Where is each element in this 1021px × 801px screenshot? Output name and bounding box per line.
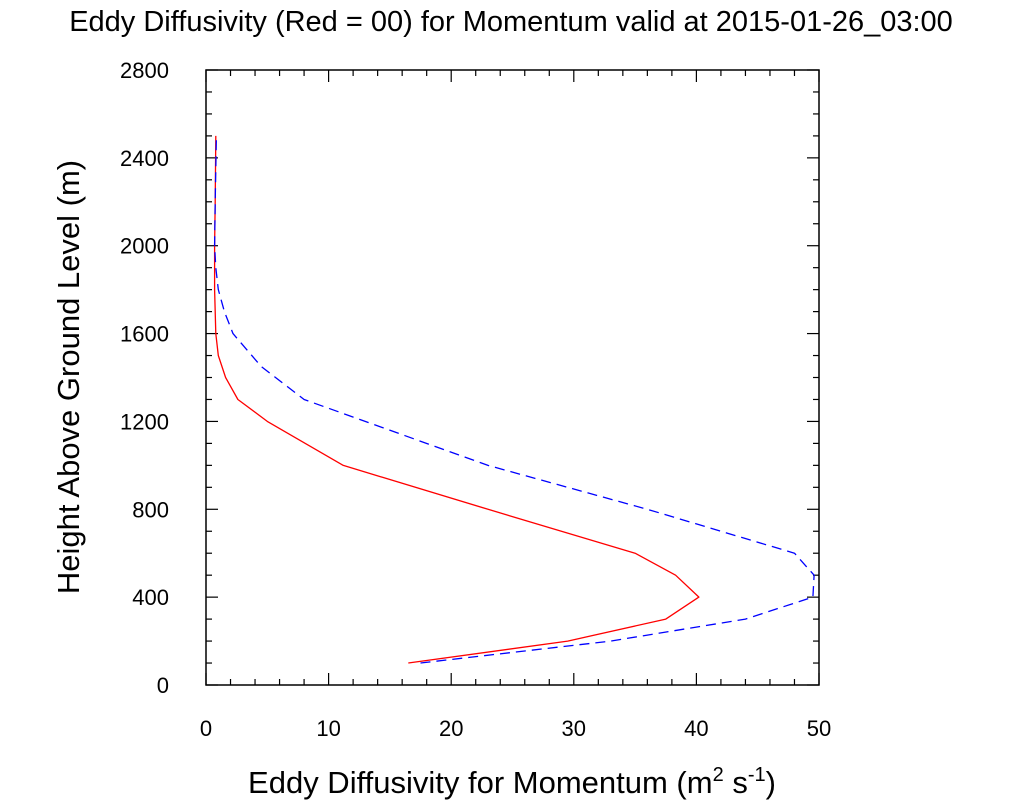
- y-tick-labels: 0 400 800 1200 1600 2000 2400 2800: [120, 58, 169, 698]
- y-tick-label: 800: [132, 497, 169, 522]
- x-axis-label-sup1: 2: [713, 764, 724, 786]
- y-axis-label: Height Above Ground Level (m): [51, 160, 86, 594]
- series-line-2: [213, 135, 815, 664]
- y-tick-label: 2000: [120, 234, 169, 259]
- y-tick-label: 1600: [120, 322, 169, 347]
- x-axis-label-main: Eddy Diffusivity for Momentum (m: [248, 765, 713, 800]
- x-tick-label: 0: [200, 716, 212, 741]
- series-line-1: [213, 135, 700, 664]
- plot-frame: [205, 69, 820, 686]
- x-tick-label: 40: [684, 716, 708, 741]
- x-axis-label-sup2: -1: [748, 764, 766, 786]
- x-axis-label-mid: s: [724, 765, 748, 800]
- x-tick-labels: 0 10 20 30 40 50: [200, 716, 831, 741]
- x-tick-label: 50: [807, 716, 831, 741]
- y-tick-label: 400: [132, 585, 169, 610]
- x-tick-label: 20: [439, 716, 463, 741]
- x-tick-label: 10: [316, 716, 340, 741]
- chart-title: Eddy Diffusivity (Red = 00) for Momentum…: [69, 6, 953, 38]
- y-tick-label: 2800: [120, 58, 169, 83]
- series-layer: [213, 135, 815, 664]
- axis-ticks: [205, 69, 820, 686]
- y-tick-label: 1200: [120, 409, 169, 434]
- y-tick-label: 0: [157, 673, 169, 698]
- x-axis-label-end: ): [766, 765, 776, 800]
- x-tick-label: 30: [562, 716, 586, 741]
- x-axis-label: Eddy Diffusivity for Momentum (m2 s-1): [248, 764, 776, 800]
- y-tick-label: 2400: [120, 146, 169, 171]
